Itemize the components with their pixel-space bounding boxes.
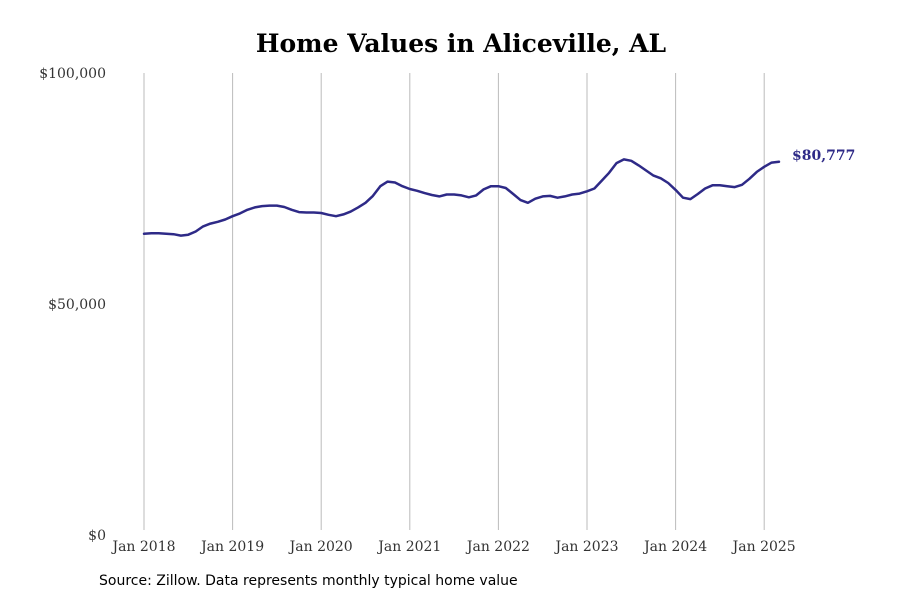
vertical-grid <box>143 73 765 530</box>
x-tick-label: Jan 2024 <box>642 539 707 555</box>
y-tick-label: $0 <box>88 528 106 544</box>
x-tick-label: Jan 2022 <box>465 539 530 555</box>
y-axis-tick-labels: $0 $50,000 $100,000 <box>39 66 106 544</box>
x-axis-tick-labels: Jan 2018 Jan 2019 Jan 2020 Jan 2021 Jan 2022… <box>110 539 795 555</box>
y-tick-label: $50,000 <box>48 297 106 313</box>
x-tick-label: Jan 2021 <box>376 539 441 555</box>
x-tick-label: Jan 2019 <box>199 539 264 555</box>
x-tick-label: Jan 2020 <box>288 539 353 555</box>
y-tick-label: $100,000 <box>39 66 106 82</box>
x-tick-label: Jan 2025 <box>731 539 796 555</box>
chart-title: Home Values in Aliceville, AL <box>256 29 667 58</box>
x-tick-label: Jan 2018 <box>110 539 175 555</box>
source-note: Source: Zillow. Data represents monthly … <box>99 573 518 589</box>
x-tick-label: Jan 2023 <box>553 539 618 555</box>
home-value-line <box>142 158 781 237</box>
latest-value-label: $80,777 <box>792 148 855 164</box>
